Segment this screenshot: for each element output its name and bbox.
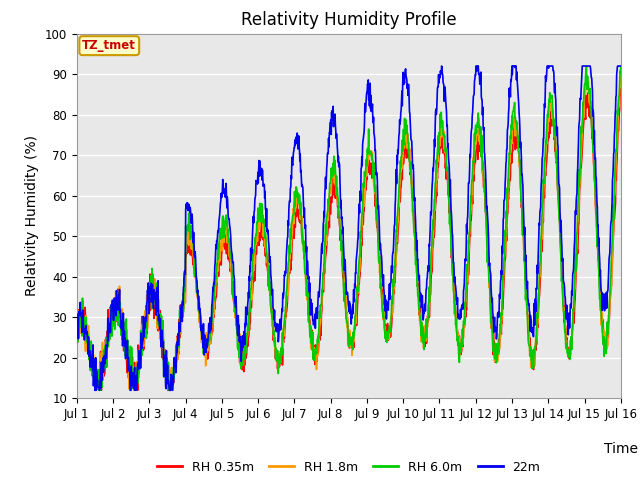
Title: Relativity Humidity Profile: Relativity Humidity Profile <box>241 11 456 29</box>
Y-axis label: Relativity Humidity (%): Relativity Humidity (%) <box>25 135 39 297</box>
Legend: RH 0.35m, RH 1.8m, RH 6.0m, 22m: RH 0.35m, RH 1.8m, RH 6.0m, 22m <box>152 456 545 479</box>
X-axis label: Time: Time <box>604 442 638 456</box>
Text: TZ_tmet: TZ_tmet <box>83 39 136 52</box>
